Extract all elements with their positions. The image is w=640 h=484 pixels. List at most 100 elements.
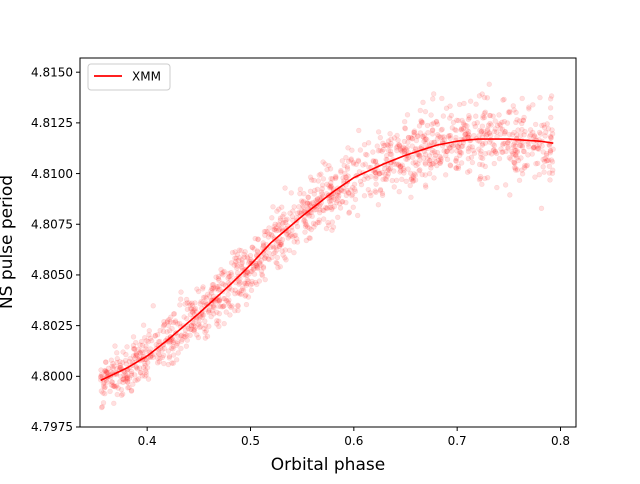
scatter-point: [438, 127, 445, 133]
scatter-point: [220, 272, 226, 278]
scatter-point: [200, 312, 207, 318]
scatter-point: [334, 192, 340, 199]
scatter-point: [531, 144, 537, 150]
scatter-point: [506, 108, 513, 115]
scatter-point: [266, 231, 272, 237]
scatter-point: [312, 207, 318, 213]
scatter-point: [336, 193, 342, 199]
scatter-point: [422, 172, 428, 178]
scatter-point: [439, 95, 445, 102]
scatter-point: [177, 320, 183, 327]
scatter-point: [142, 360, 148, 367]
scatter-point: [445, 133, 452, 140]
scatter-point: [117, 362, 123, 369]
scatter-point: [117, 359, 123, 365]
scatter-point: [178, 345, 184, 352]
scatter-point: [505, 139, 511, 146]
scatter-point: [341, 162, 347, 169]
scatter-point: [422, 161, 429, 167]
scatter-point: [422, 108, 429, 115]
scatter-point: [452, 126, 458, 133]
scatter-point: [469, 159, 476, 166]
scatter-point: [197, 314, 203, 321]
scatter-point: [317, 207, 323, 213]
scatter-point: [457, 149, 463, 156]
scatter-point: [217, 286, 223, 293]
scatter-point: [149, 338, 155, 344]
scatter-point: [454, 148, 460, 154]
scatter-point: [225, 300, 232, 306]
scatter-point: [277, 215, 284, 221]
scatter-point: [408, 175, 415, 181]
scatter-point: [247, 268, 254, 275]
scatter-point: [216, 296, 223, 303]
scatter-point: [423, 136, 429, 142]
scatter-point: [510, 103, 516, 109]
scatter-point: [388, 140, 394, 147]
scatter-point: [387, 151, 394, 157]
scatter-point: [273, 239, 279, 245]
scatter-point: [457, 152, 463, 159]
scatter-point: [391, 161, 397, 168]
scatter-point: [102, 367, 108, 374]
scatter-point: [104, 379, 110, 385]
scatter-point: [246, 271, 252, 277]
scatter-point: [102, 390, 108, 397]
x-axis-label: Orbital phase: [271, 455, 385, 475]
scatter-point: [447, 115, 453, 121]
scatter-point: [280, 252, 286, 258]
scatter-point: [275, 227, 282, 234]
scatter-point: [403, 178, 409, 185]
scatter-point: [393, 145, 400, 151]
scatter-point: [481, 131, 487, 137]
scatter-point: [263, 228, 269, 235]
scatter-point: [400, 144, 406, 150]
scatter-point: [156, 351, 162, 358]
scatter-point: [182, 334, 188, 340]
scatter-point: [116, 364, 123, 371]
scatter-point: [289, 227, 295, 234]
scatter-point: [418, 118, 424, 124]
scatter-point: [254, 263, 260, 270]
scatter-point: [384, 152, 390, 159]
scatter-point: [184, 300, 190, 306]
scatter-point: [333, 174, 339, 181]
scatter-point: [459, 143, 466, 149]
scatter-point: [360, 162, 366, 168]
scatter-point: [232, 287, 238, 293]
scatter-point: [296, 204, 302, 210]
scatter-point: [242, 271, 249, 278]
scatter-point: [377, 186, 384, 193]
scatter-point: [247, 252, 254, 259]
scatter-point: [472, 123, 478, 130]
scatter-point: [519, 171, 526, 177]
scatter-point: [415, 161, 421, 167]
scatter-point: [146, 328, 152, 334]
scatter-point: [326, 196, 332, 202]
scatter-point: [275, 221, 281, 227]
scatter-point: [491, 142, 498, 149]
scatter-point: [384, 142, 390, 148]
scatter-point: [301, 218, 307, 224]
scatter-point: [491, 128, 498, 135]
scatter-point: [291, 204, 297, 210]
scatter-point: [548, 93, 555, 99]
scatter-point: [419, 120, 425, 126]
scatter-point: [477, 127, 483, 134]
scatter-point: [537, 94, 543, 101]
scatter-point: [464, 123, 470, 129]
scatter-point: [290, 217, 296, 223]
scatter-point: [187, 326, 193, 333]
scatter-point: [263, 253, 269, 259]
scatter-point: [226, 297, 232, 303]
scatter-point: [271, 223, 277, 230]
scatter-point: [239, 259, 245, 266]
scatter-point: [485, 126, 491, 132]
scatter-point: [502, 128, 508, 135]
scatter-point: [299, 199, 306, 205]
scatter-point: [443, 148, 449, 155]
scatter-point: [133, 363, 139, 370]
scatter-point: [166, 355, 173, 361]
scatter-point: [473, 101, 479, 107]
y-tick-label: 4.8125: [31, 116, 73, 130]
